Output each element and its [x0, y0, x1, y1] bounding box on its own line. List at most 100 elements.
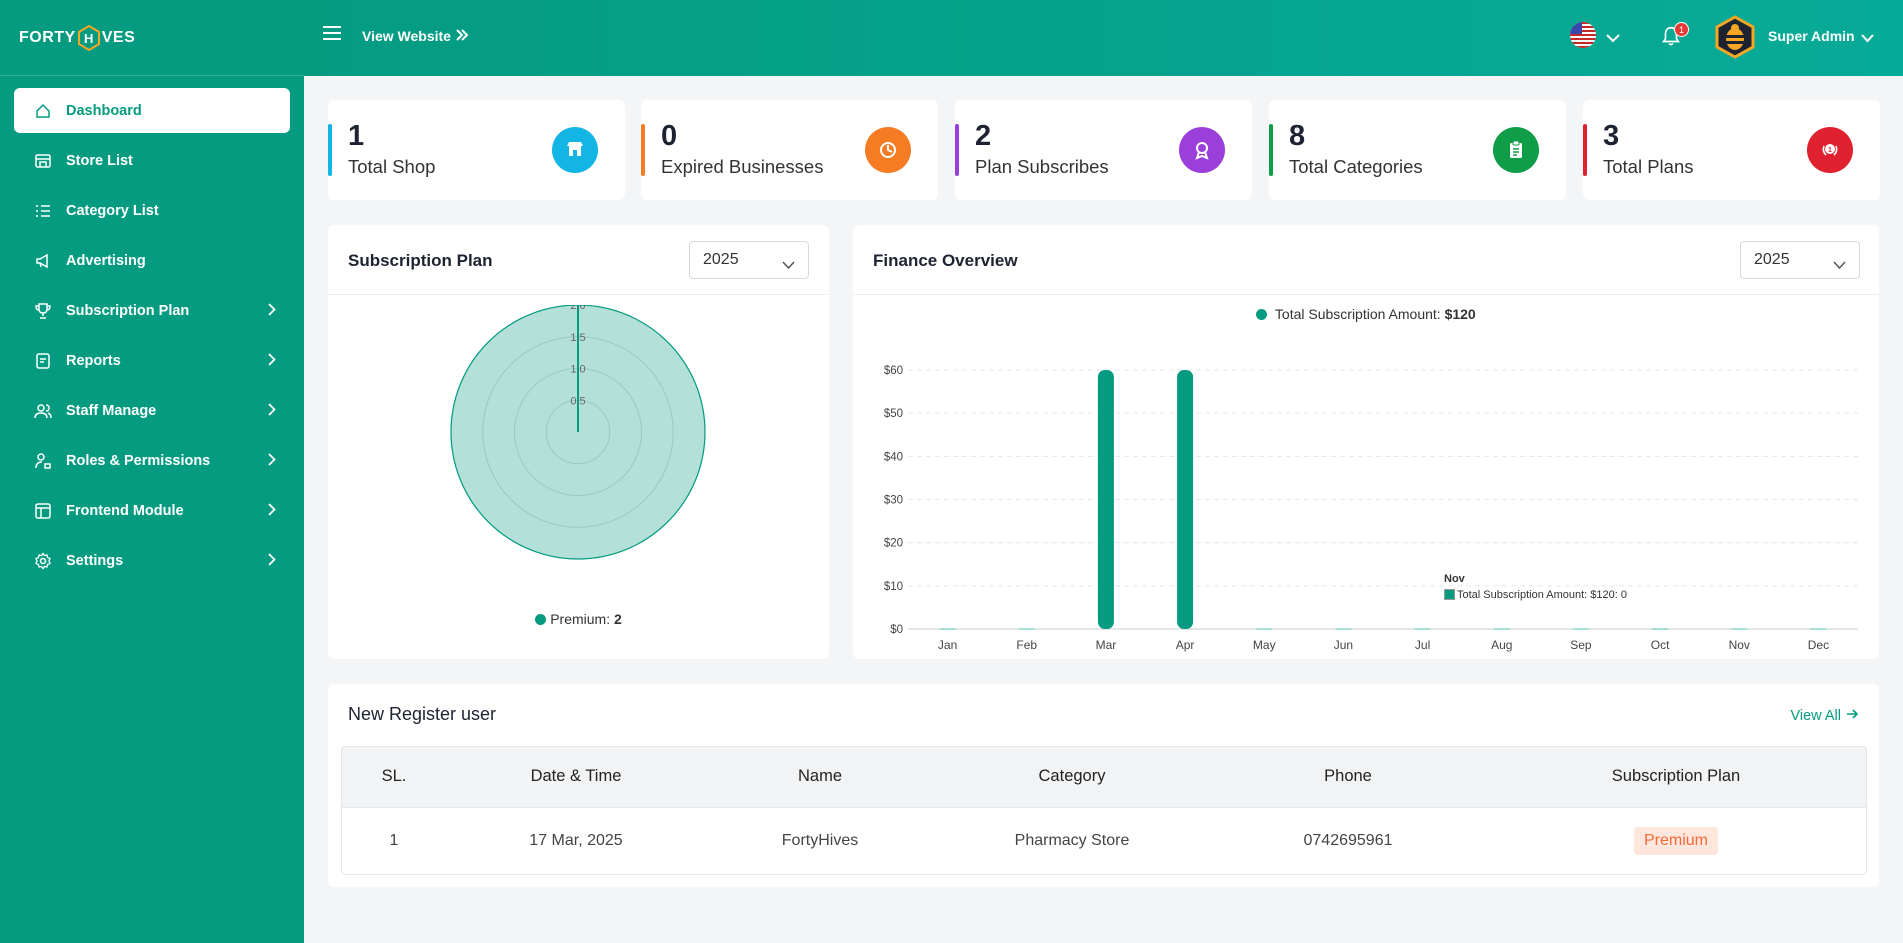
brand-logo[interactable]: FORTY H VES [0, 0, 304, 76]
sidebar-item-staff-manage[interactable]: Staff Manage [14, 388, 290, 433]
radar-tick-label: 2.0 [570, 305, 585, 312]
medal-icon: 1 [1807, 127, 1853, 173]
subscription-year-value: 2025 [703, 251, 739, 268]
stat-card-total-plans: 3 Total Plans 1 [1583, 100, 1880, 200]
sidebar-item-settings[interactable]: Settings [14, 538, 290, 583]
chevron-right-icon [268, 403, 276, 420]
x-tick-label: Nov [1729, 638, 1750, 652]
legend-marker [535, 614, 547, 625]
sidebar-item-label: Staff Manage [66, 402, 157, 419]
stat-card-plan-subscribes: 2 Plan Subscribes [955, 100, 1252, 200]
column-header: Category [934, 747, 1210, 808]
subscription-legend-label: Premium: [550, 611, 611, 627]
finance-legend-value: $120 [1444, 306, 1476, 322]
stat-label: Total Plans [1603, 156, 1694, 177]
sidebar-item-label: Subscription Plan [66, 302, 190, 319]
logo-hex-icon: H [77, 24, 100, 51]
subscription-plan-title: Subscription Plan [348, 251, 493, 270]
roles-icon [34, 452, 52, 470]
top-header: View Website 1 Super Admin [304, 0, 1903, 76]
table-row[interactable]: 1 17 Mar, 2025 FortyHives Pharmacy Store 074… [342, 807, 1866, 874]
view-website-label: View Website [362, 28, 451, 44]
cell-sl: 1 [389, 831, 399, 849]
cell-name: FortyHives [781, 831, 859, 849]
hamburger-menu-icon[interactable] [323, 26, 341, 45]
store-icon [34, 152, 52, 170]
gear-icon [34, 551, 52, 570]
stat-card-expired-businesses: 0 Expired Businesses [641, 100, 938, 200]
sidebar-item-frontend-module[interactable]: Frontend Module [14, 488, 290, 533]
stat-label: Total Categories [1289, 156, 1423, 177]
sidebar-item-label: Settings [66, 552, 124, 569]
sidebar-item-dashboard[interactable]: Dashboard [14, 88, 290, 133]
new-register-user-title: New Register user [348, 704, 497, 724]
view-website-link[interactable]: View Website [362, 28, 469, 44]
expired-icon [865, 127, 911, 173]
sidebar-item-label: Dashboard [66, 102, 142, 119]
chevron-right-icon [268, 303, 276, 320]
double-chevron-right-icon [455, 28, 469, 44]
svg-text:1: 1 [1828, 147, 1832, 154]
sidebar-item-label: Frontend Module [66, 502, 184, 519]
cell-phone: 0742695961 [1303, 831, 1393, 849]
finance-year-value: 2025 [1754, 251, 1790, 268]
stat-value: 2 [975, 120, 992, 152]
sidebar-item-label: Roles & Permissions [66, 452, 211, 469]
column-header: Name [706, 747, 934, 808]
cell-plan: Premium [1486, 807, 1866, 874]
radar-tick-label: 1.0 [570, 364, 585, 376]
plan-badge: Premium [1633, 826, 1718, 855]
bar-mar [1097, 370, 1114, 629]
report-icon [34, 352, 52, 370]
avatar[interactable] [1714, 15, 1756, 59]
x-tick-label: Jan [938, 638, 957, 652]
view-all-link[interactable]: View All [1790, 708, 1859, 724]
sidebar-item-label: Store List [66, 152, 133, 169]
subscription-plan-panel: Subscription Plan 2025 0.5 1.0 1.5 2.0 Prem… [328, 225, 829, 659]
finance-year-select[interactable]: 2025 [1740, 241, 1860, 279]
chevron-right-icon [268, 353, 276, 370]
sidebar-item-label: Advertising [66, 252, 146, 269]
sidebar-item-label: Category List [66, 202, 159, 219]
arrow-right-icon [1846, 708, 1859, 724]
table-body: 1 17 Mar, 2025 FortyHives Pharmacy Store 074… [342, 807, 1866, 874]
sidebar: FORTY H VES Dashboard Store List Category … [0, 0, 304, 943]
sidebar-item-store-list[interactable]: Store List [14, 138, 290, 183]
user-chevron-down-icon[interactable] [1861, 30, 1874, 48]
sidebar-item-roles-permissions[interactable]: Roles & Permissions [14, 438, 290, 483]
finance-overview-title: Finance Overview [873, 251, 1018, 270]
x-tick-label: Jun [1334, 638, 1353, 652]
stat-label: Expired Businesses [661, 156, 824, 177]
language-chevron-down-icon[interactable] [1606, 30, 1620, 48]
notification-count-badge: 1 [1674, 22, 1689, 37]
us-flag-icon[interactable] [1570, 22, 1596, 48]
stat-value: 0 [661, 120, 678, 152]
sidebar-item-reports[interactable]: Reports [14, 338, 290, 383]
chevron-right-icon [268, 453, 276, 470]
subscription-legend: Premium: 2 [328, 611, 829, 627]
sidebar-item-label: Reports [66, 352, 121, 369]
layout-icon [34, 502, 52, 520]
users-table-wrapper: SL. Date & Time Name Category Phone Subscript… [341, 746, 1867, 875]
x-tick-label: May [1253, 638, 1276, 652]
sidebar-item-category-list[interactable]: Category List [14, 188, 290, 233]
new-register-user-panel: New Register user View All SL. Date & Tim… [328, 684, 1879, 887]
table-header-row: SL. Date & Time Name Category Phone Subscript… [342, 747, 1866, 808]
sidebar-nav: Dashboard Store List Category List Advertis… [0, 76, 304, 583]
list-icon [34, 202, 52, 220]
chevron-down-icon [782, 256, 795, 274]
sidebar-item-advertising[interactable]: Advertising [14, 238, 290, 283]
sidebar-item-subscription-plan[interactable]: Subscription Plan [14, 288, 290, 333]
subscription-year-select[interactable]: 2025 [689, 241, 809, 279]
users-table: SL. Date & Time Name Category Phone Subscript… [342, 747, 1866, 874]
tooltip-body: Total Subscription Amount: $120: 0 [1444, 589, 1627, 601]
user-name[interactable]: Super Admin [1768, 28, 1855, 44]
subscription-legend-value: 2 [614, 611, 622, 627]
stat-label: Total Shop [348, 156, 436, 177]
stat-accent-bar [955, 124, 959, 176]
bar-apr [1177, 370, 1194, 629]
chevron-down-icon [1833, 256, 1846, 274]
x-tick-label: Aug [1491, 638, 1512, 652]
megaphone-icon [34, 252, 52, 270]
panel-header: Subscription Plan 2025 [328, 225, 829, 295]
